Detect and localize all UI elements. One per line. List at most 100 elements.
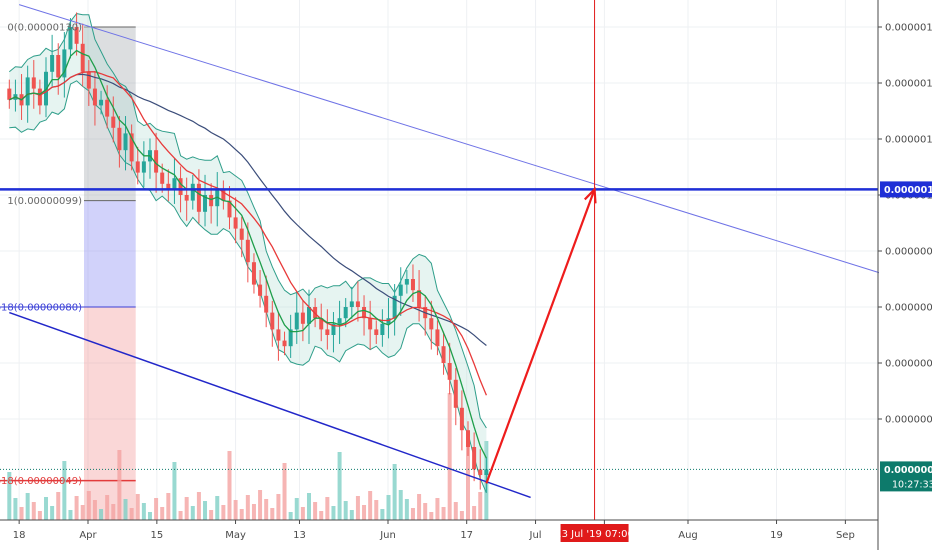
volume-bar [166, 493, 171, 520]
volume-bar [239, 509, 244, 520]
volume-bar [147, 512, 152, 520]
volume-bar [74, 496, 79, 520]
volume-bar [37, 511, 42, 520]
target-arrow-head[interactable] [583, 186, 597, 204]
volume-bar [251, 504, 256, 520]
volume-bar [447, 393, 452, 520]
candle-body [196, 183, 201, 212]
candle-body [294, 312, 299, 330]
x-tick-label: 19 [770, 530, 783, 541]
candle-body [319, 318, 324, 330]
candle-body [160, 172, 165, 184]
fib-level-label: 0(0.00000130) [7, 23, 82, 34]
volume-bar [56, 492, 61, 520]
moving-averages [9, 49, 488, 459]
volume-bar [154, 498, 159, 520]
candle-body [466, 430, 471, 447]
candle-body [62, 49, 67, 78]
volume-bar [135, 494, 140, 520]
fib-zone-1618-2618 [84, 307, 136, 481]
ma-slate-line [9, 73, 487, 346]
candle-body [25, 77, 30, 106]
candle-body [362, 307, 367, 319]
volume-bar [245, 495, 250, 520]
volume-bar [294, 498, 299, 520]
fibonacci-zones [0, 26, 136, 520]
current-price-tag-text: 0.00000051 [884, 465, 932, 476]
candle-body [105, 99, 110, 117]
volume-bar [459, 511, 464, 520]
candle-body [435, 329, 440, 347]
target-arrow-shaft[interactable] [485, 189, 596, 484]
fib-level-label: 1.618(0.00000080) [0, 303, 82, 314]
volume-bar [472, 506, 477, 520]
grid-lines [0, 0, 878, 520]
y-tick-label: 0.00000080 [885, 303, 932, 314]
band-upper [8, 13, 487, 429]
candle-body [99, 99, 104, 106]
x-tick-label: Apr [79, 530, 97, 541]
trend-line-lower-channel[interactable] [9, 311, 531, 499]
x-tick-label: 17 [460, 530, 473, 541]
volume-bar [141, 503, 146, 520]
volume-bar [319, 511, 324, 520]
y-tick-label: 0.00000090 [885, 247, 932, 258]
volume-bar [429, 512, 434, 520]
volume-bar [288, 512, 293, 520]
volume-bar [50, 506, 55, 520]
trend-lines[interactable] [0, 0, 900, 520]
candle-body [31, 77, 36, 89]
trend-line-upper-channel[interactable] [18, 4, 900, 280]
candle-body [203, 195, 208, 212]
candle-body [270, 312, 275, 330]
candle-body [337, 318, 342, 324]
volume-bar [196, 492, 201, 520]
candle-body [325, 329, 330, 335]
volume-bar [227, 451, 232, 520]
volume-bar [80, 505, 85, 520]
candle-body [288, 329, 293, 347]
candle-body [123, 133, 128, 151]
volume-bar [368, 491, 373, 520]
volume-bar [233, 500, 238, 520]
candle-body [86, 71, 91, 89]
y-tick-label: 0.00000070 [885, 359, 932, 370]
candle-body [209, 195, 214, 207]
candle-body [380, 323, 385, 335]
volume-bar [410, 508, 415, 520]
candle-body [111, 116, 116, 128]
volume-bar [19, 507, 24, 520]
volume-bar [300, 507, 305, 520]
candle-body [56, 55, 61, 78]
fib-level-label: 2.618(0.00000049) [0, 476, 82, 487]
volume-bar [209, 510, 214, 520]
volume-bar [392, 464, 397, 520]
volume-bar [306, 493, 311, 520]
volume-bar [221, 505, 226, 520]
volume-bar [398, 490, 403, 520]
candle-body [92, 88, 97, 106]
ma-green-line [9, 49, 487, 459]
candle-body [172, 178, 177, 190]
volume-bar [478, 492, 483, 520]
volume-bar [111, 504, 116, 520]
candle-body [282, 340, 287, 347]
candle-body [239, 228, 244, 240]
y-tick-label: 0.00000060 [885, 415, 932, 426]
volume-bar [435, 498, 440, 520]
candle-body [264, 295, 269, 313]
x-tick-label: 13 [293, 530, 306, 541]
volume-bar [453, 502, 458, 520]
x-tick-label: Jul [529, 530, 542, 541]
x-tick-label: Sep [836, 530, 855, 541]
volume-bar [362, 505, 367, 520]
volume-bar [99, 509, 104, 520]
target-date-tag-text: 13 Jul '19 07:00 [555, 529, 634, 540]
candle-body [459, 407, 464, 431]
fib-level-label: 1(0.00000099) [7, 196, 82, 207]
fib-zone-1-1618 [84, 200, 136, 307]
x-tick-label: 15 [150, 530, 163, 541]
x-tick-label: 18 [13, 530, 26, 541]
volume-bar [466, 437, 471, 520]
